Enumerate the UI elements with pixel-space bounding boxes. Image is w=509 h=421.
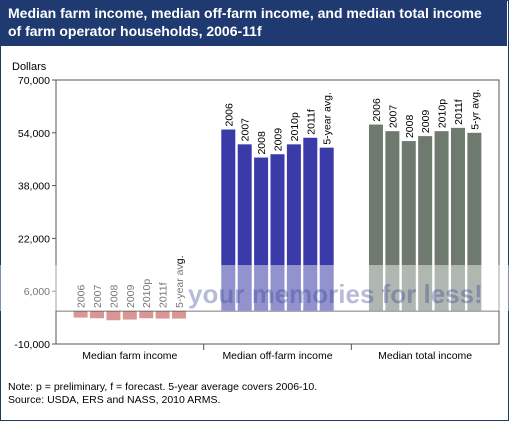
bar — [303, 137, 318, 311]
notes: Note: p = preliminary, f = forecast. 5-y… — [8, 381, 498, 407]
bar-label: 2007 — [240, 118, 252, 142]
bar — [450, 127, 465, 311]
y-tick-label: 54,000 — [18, 128, 50, 140]
y-tick-label: 38,000 — [18, 181, 50, 193]
bars-layer — [73, 124, 482, 321]
bar-label: 2009 — [125, 284, 137, 308]
bar — [73, 311, 88, 318]
bar — [221, 129, 236, 311]
y-tick-label: -10,000 — [14, 339, 50, 351]
bar — [122, 311, 137, 320]
bar-label: 2008 — [404, 115, 416, 139]
bar — [270, 154, 285, 311]
bar-label: 2010p — [141, 279, 153, 308]
watermark-text: your memories for less! — [188, 279, 483, 309]
bar-label: 2009 — [273, 128, 285, 152]
category-label: Median off-farm income — [222, 350, 332, 362]
bar-labels-layer: 2006 2007 2008 2009 2010p 2011f 5-year avg. 200… — [76, 89, 482, 308]
y-axis-label: Dollars — [12, 61, 47, 73]
watermark-svg: your memories for less! — [188, 279, 483, 309]
bar — [467, 132, 482, 311]
bar-label: 2008 — [256, 131, 268, 155]
chart-svg: Dollars -10,000 6,000 22,000 38,000 54,000 70… — [12, 61, 500, 362]
bar-label: 2006 — [371, 98, 383, 122]
category-label: Median total income — [378, 350, 472, 362]
bar-label: 2007 — [387, 105, 399, 129]
bar-label: 5-year avg. — [174, 255, 186, 308]
source-line: Source: USDA, ERS and NASS, 2010 ARMS. — [8, 394, 221, 406]
bar-label: 2009 — [420, 110, 432, 134]
bar-label: 2011f — [453, 99, 465, 125]
y-tick-label: 22,000 — [18, 233, 50, 245]
y-axis: -10,000 6,000 22,000 38,000 54,000 70,000 — [14, 75, 56, 351]
bar — [286, 144, 301, 311]
bar — [368, 124, 383, 311]
bar — [172, 311, 187, 319]
bar — [434, 131, 449, 311]
category-labels-layer: Median farm income Median off-farm income… — [82, 344, 472, 362]
note-line: Note: p = preliminary, f = forecast. 5-y… — [8, 381, 318, 393]
bar-label: 5-year avg. — [322, 92, 334, 145]
bar — [139, 311, 154, 319]
category-label: Median farm income — [82, 350, 177, 362]
y-tick-label: 6,000 — [24, 286, 50, 298]
bar — [319, 147, 334, 311]
bar — [90, 311, 105, 319]
bar-label: 2010p — [289, 112, 301, 141]
bar-label: 2011f — [305, 109, 317, 135]
title-bar: Median farm income, median off-farm inco… — [0, 0, 507, 46]
bar-label: 2007 — [92, 284, 104, 308]
chart-title: Median farm income, median off-farm inco… — [8, 5, 482, 39]
bar-label: 2010p — [437, 99, 449, 128]
bar — [155, 311, 170, 319]
y-tick-label: 70,000 — [18, 75, 50, 87]
bar — [106, 311, 121, 321]
bar-label: 2006 — [223, 103, 235, 127]
bar — [237, 144, 252, 311]
watermark-band: your memories for less! — [0, 265, 509, 311]
bar-label: 2011f — [158, 282, 170, 308]
bar — [418, 136, 433, 311]
bar-label: 2008 — [108, 284, 120, 308]
bar — [385, 131, 400, 311]
bar-label: 2006 — [76, 284, 88, 308]
bar — [254, 157, 269, 311]
bar-label: 5-yr avg. — [469, 89, 481, 130]
bar — [401, 141, 416, 311]
